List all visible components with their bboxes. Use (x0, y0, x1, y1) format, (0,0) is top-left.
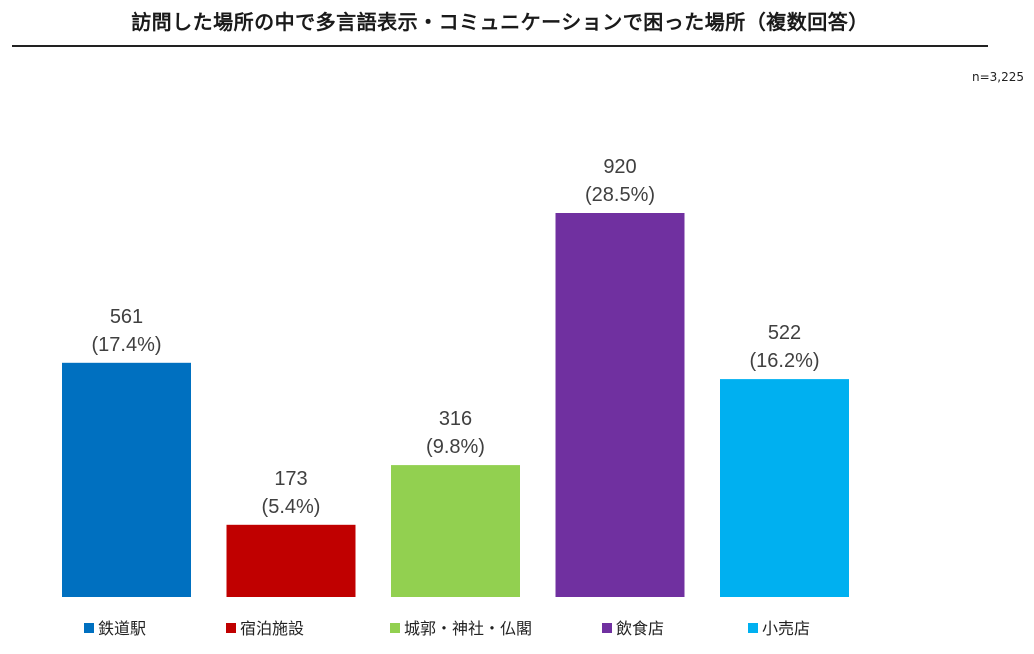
chart-title: 訪問した場所の中で多言語表示・コミュニケーションで困った場所（複数回答） (131, 10, 869, 34)
legend-label-3: 城郭・神社・仏閣 (404, 619, 532, 638)
percent-label-3: (9.8%) (426, 436, 485, 458)
value-label-3: 316 (439, 408, 472, 430)
legend-label-4: 飲食店 (616, 619, 664, 638)
bar-4 (555, 213, 685, 597)
sample-size-label: n=3,225 (971, 70, 1024, 84)
legend-swatch-2 (226, 623, 236, 633)
value-labels-group: 561 (17.4%) 173 (5.4%) 316 (9.8%) 920 (28.5%) 52… (91, 156, 819, 518)
percent-label-4: (28.5%) (585, 184, 655, 206)
bar-3 (391, 465, 520, 597)
bar-1 (62, 362, 191, 597)
value-label-4: 920 (603, 156, 636, 178)
bars-group (62, 213, 849, 597)
percent-label-1: (17.4%) (91, 334, 161, 356)
legend-label-2: 宿泊施設 (240, 619, 304, 638)
legend-swatch-1 (84, 623, 94, 633)
legend-swatch-3 (390, 623, 400, 633)
value-label-5: 522 (768, 322, 801, 344)
value-label-2: 173 (274, 468, 307, 490)
bar-2 (226, 524, 356, 597)
legend-label-5: 小売店 (762, 619, 810, 638)
legend: 鉄道駅 宿泊施設 城郭・神社・仏閣 飲食店 小売店 (84, 619, 810, 638)
title-underline (12, 45, 988, 47)
legend-label-1: 鉄道駅 (98, 619, 146, 638)
value-label-1: 561 (110, 306, 143, 328)
bar-5 (720, 379, 849, 597)
legend-swatch-5 (748, 623, 758, 633)
percent-label-2: (5.4%) (262, 496, 321, 518)
legend-swatch-4 (602, 623, 612, 633)
percent-label-5: (16.2%) (749, 350, 819, 372)
